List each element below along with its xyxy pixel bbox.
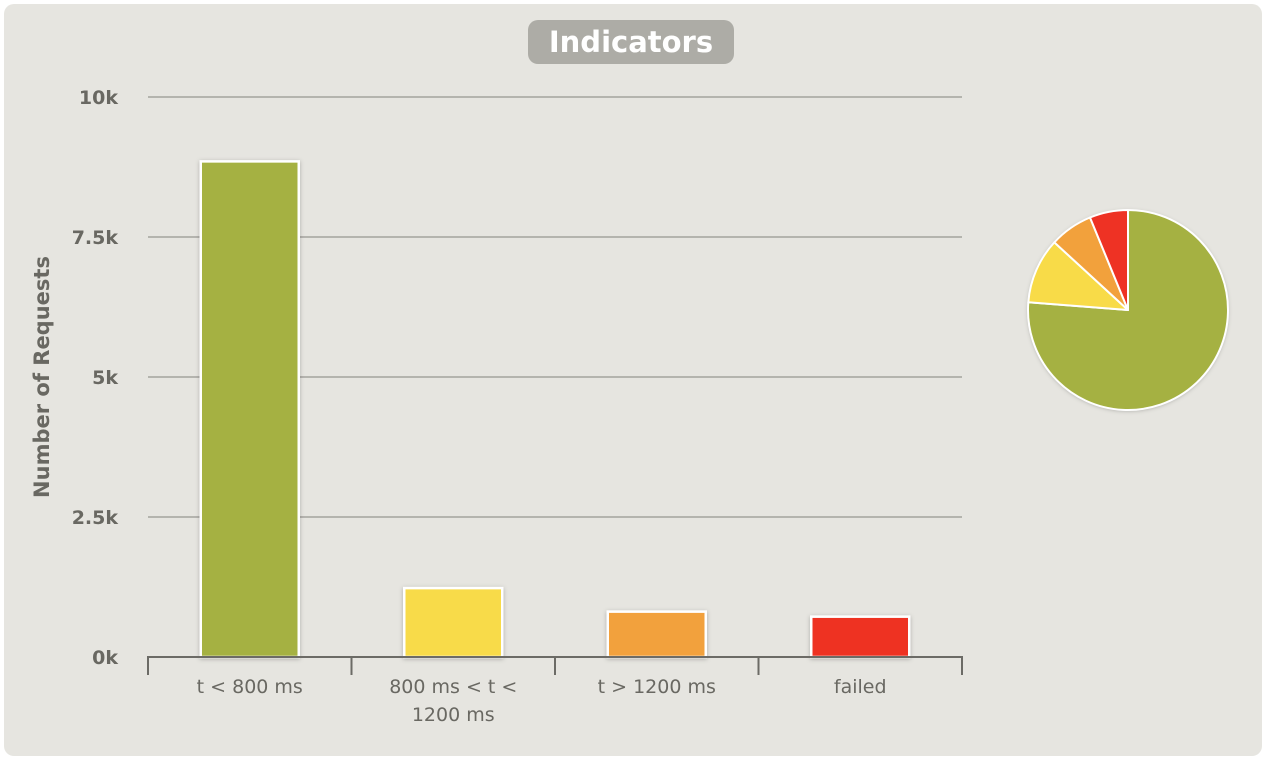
x-tick-label: t < 800 ms xyxy=(197,676,303,698)
chart-title: Indicators xyxy=(528,20,734,64)
y-tick-label: 7.5k xyxy=(72,227,119,249)
bar[interactable] xyxy=(403,586,504,659)
y-axis-ticks: 0k 2.5k 5k 7.5k 10k xyxy=(72,87,119,669)
bar[interactable] xyxy=(199,160,300,659)
x-tick-label: 800 ms < t < xyxy=(389,676,517,698)
pie-chart xyxy=(1027,209,1230,411)
pie-slice[interactable] xyxy=(1089,209,1129,311)
x-axis: t < 800 ms 800 ms < t < 1200 ms t > 1200 ms… xyxy=(147,656,963,726)
y-axis-label: Number of Requests xyxy=(30,256,54,498)
bar[interactable] xyxy=(606,610,707,659)
y-tick-label: 2.5k xyxy=(72,507,119,529)
bars xyxy=(199,160,911,659)
y-tick-label: 10k xyxy=(79,87,118,109)
y-tick-label: 0k xyxy=(92,647,118,669)
x-tick-label: 1200 ms xyxy=(412,704,495,726)
bar[interactable] xyxy=(810,615,911,659)
x-tick-label: failed xyxy=(834,676,887,698)
y-tick-label: 5k xyxy=(92,367,118,389)
x-tick-label: t > 1200 ms xyxy=(598,676,716,698)
